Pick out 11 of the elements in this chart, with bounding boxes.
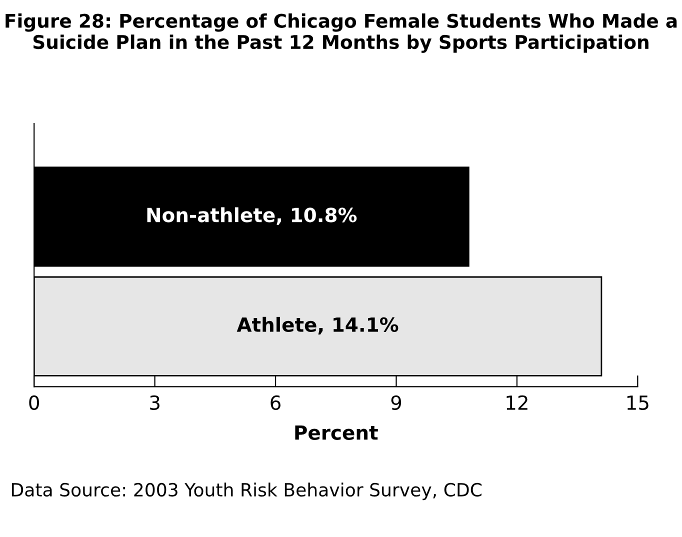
x-tick-label: 15 — [627, 396, 648, 410]
x-tick-label: 0 — [29, 395, 39, 410]
x-axis-title: Percent — [295, 426, 378, 440]
source-note: Data Source: 2003 Youth Risk Behavior Survey, CDC — [12, 482, 482, 500]
chart-title: Figure 28: Percentage of Chicago Female Students Who Made a Suicide Plan in the Past 12 Months by Sports Participation — [6, 13, 677, 53]
x-tick-label: 9 — [391, 395, 402, 410]
data-label: Non-athlete, 10.8% — [147, 207, 357, 225]
x-tick-label: 6 — [270, 395, 280, 410]
x-tick-label: 12 — [506, 395, 528, 410]
data-label: Athlete, 14.1% — [236, 316, 398, 334]
x-tick-label: 3 — [150, 395, 160, 410]
